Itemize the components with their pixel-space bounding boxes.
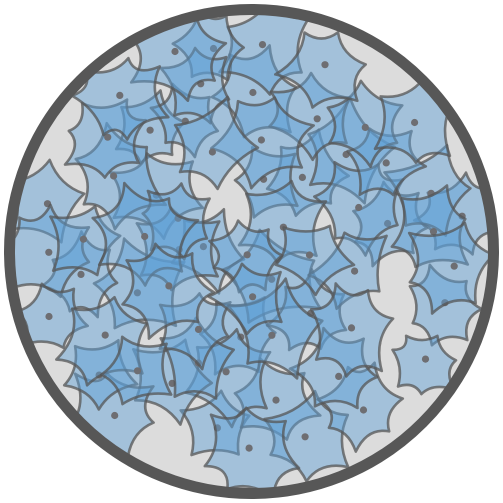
cell-membrane <box>141 182 211 261</box>
cell-membrane <box>158 292 232 371</box>
cell-nucleus <box>79 235 87 243</box>
cell-membrane <box>74 121 167 231</box>
cell <box>203 406 301 491</box>
cell <box>63 98 147 179</box>
cell <box>313 160 405 257</box>
cell <box>237 179 328 264</box>
cell-nucleus <box>382 159 390 167</box>
cell-nucleus <box>298 173 306 181</box>
cell-nucleus <box>45 248 53 256</box>
cell <box>141 182 211 261</box>
cell <box>207 262 283 336</box>
cell-membrane <box>288 326 379 410</box>
cell-nucleus <box>268 275 276 283</box>
cell-nucleus <box>450 262 458 270</box>
cell-nucleus <box>146 126 154 134</box>
petri-dish-rim <box>4 4 499 499</box>
cell-nucleus <box>199 243 207 251</box>
cell-membrane <box>274 30 367 109</box>
cell-nucleus <box>45 312 53 321</box>
cell <box>274 30 367 109</box>
cell <box>173 95 260 191</box>
cell-nucleus <box>208 148 216 156</box>
cell-membrane <box>391 334 458 396</box>
cell-nucleus <box>321 61 329 69</box>
cell-nucleus <box>301 433 309 441</box>
cell <box>390 184 470 269</box>
cell-nucleus <box>249 88 257 97</box>
cell-membrane <box>265 128 350 217</box>
cell-nucleus <box>249 293 257 301</box>
cell-nucleus <box>116 91 124 99</box>
cell-membrane <box>159 316 235 400</box>
cell <box>265 128 350 217</box>
cell <box>316 361 405 453</box>
cell-nucleus <box>110 172 118 180</box>
cell-nucleus <box>133 367 142 375</box>
cell-nucleus <box>165 282 173 290</box>
cell-layer <box>12 12 491 491</box>
cell-nucleus <box>268 331 276 339</box>
cell-nucleus <box>258 41 267 49</box>
cell-nucleus <box>313 115 321 123</box>
cell-membrane <box>226 277 324 380</box>
cell <box>49 205 122 277</box>
cell <box>100 335 173 406</box>
cell <box>209 96 315 190</box>
cell-nucleus <box>101 331 109 339</box>
cell <box>218 12 311 96</box>
cell <box>274 224 356 297</box>
cell-nucleus <box>421 355 430 363</box>
cell <box>233 357 322 441</box>
cell <box>233 146 299 219</box>
cell-nucleus <box>245 444 253 452</box>
cell <box>121 242 216 340</box>
cell-nucleus <box>209 44 218 53</box>
cell-nucleus <box>361 123 369 131</box>
cell-nucleus <box>272 396 280 404</box>
cell-nucleus <box>305 251 314 259</box>
cell <box>263 389 350 483</box>
cell-nucleus <box>133 289 141 297</box>
cell <box>288 326 379 410</box>
cell-membrane <box>237 179 328 264</box>
cell <box>91 181 200 287</box>
cell-membrane <box>274 224 356 297</box>
cell-nucleus <box>411 118 419 127</box>
cell-membrane <box>207 262 283 336</box>
cell-nucleus <box>359 406 368 414</box>
cell-nucleus <box>243 251 251 259</box>
cell-membrane <box>121 242 216 340</box>
cell-nucleus <box>429 228 438 236</box>
cell-membrane <box>203 406 301 491</box>
cell-nucleus <box>355 203 363 212</box>
cell-nucleus <box>335 372 343 380</box>
cell <box>407 221 491 315</box>
cell-nucleus <box>222 368 230 376</box>
cell-nucleus <box>384 219 392 228</box>
cell-nucleus <box>104 133 112 141</box>
cell <box>226 277 324 380</box>
cell <box>74 121 167 231</box>
cell-nucleus <box>141 232 149 241</box>
cell <box>309 282 395 378</box>
cell <box>346 127 428 197</box>
cell-membrane <box>390 184 470 269</box>
cell-membrane <box>233 146 299 219</box>
cell <box>391 334 458 396</box>
cell-membrane <box>316 361 405 453</box>
cell-nucleus <box>257 136 265 144</box>
cell-nucleus <box>111 411 119 420</box>
cell-nucleus <box>351 267 359 275</box>
cell-nucleus <box>194 325 203 333</box>
cell-nucleus <box>77 270 85 278</box>
cell-membrane <box>173 95 260 191</box>
cell <box>158 292 232 371</box>
cell-nucleus <box>347 324 356 332</box>
cell-nucleus <box>171 47 179 56</box>
